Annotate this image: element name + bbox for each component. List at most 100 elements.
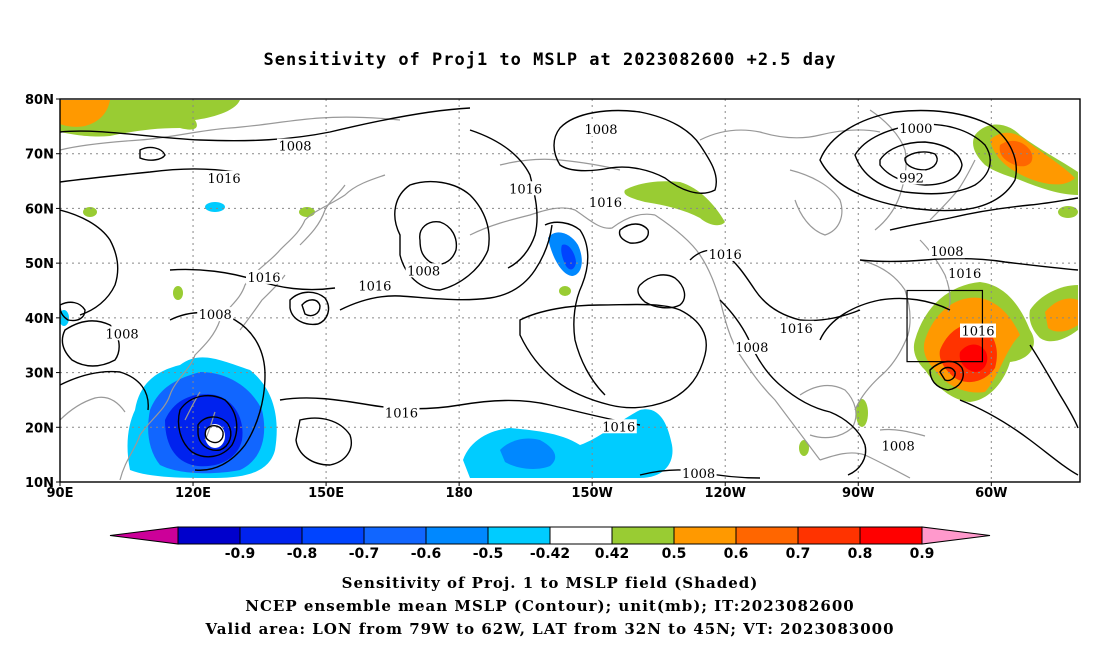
isobar-1016-central <box>469 129 538 269</box>
contour-label: 1008 <box>407 264 440 279</box>
coastline-siberia-north <box>60 116 401 151</box>
contour-label-bg <box>880 438 917 453</box>
lon-label: 150E <box>308 486 344 501</box>
contour-label-bg <box>197 307 234 322</box>
coastline-kamchatka <box>299 184 346 246</box>
contour-label: 1008 <box>106 327 139 342</box>
isobar-1008-greenland <box>889 197 1079 231</box>
isobar-1016-atlantic-south <box>959 399 1079 476</box>
contour-label-bg <box>778 320 815 335</box>
positive-shading-small-4 <box>559 286 571 296</box>
contour-label-bg <box>206 170 243 185</box>
colorbar-label: 0.8 <box>848 546 873 562</box>
mslp-contours <box>60 107 1079 479</box>
contour-label: 1016 <box>358 280 391 295</box>
isobar-1008-aleutian <box>419 221 458 266</box>
colorbar: -0.9 -0.8 -0.7 -0.6 -0.5 -0.42 0.42 0.5 0.6 0.7 0.… <box>109 526 991 562</box>
isobar-1008-gulf <box>829 411 867 476</box>
contour-label-bg <box>356 278 393 293</box>
isobar-1016-bermuda-inner <box>939 366 956 382</box>
isobar-1008-arctic <box>60 107 471 142</box>
contour-label: 1008 <box>584 123 617 138</box>
coastline-asia-east <box>119 174 386 481</box>
isobar-typhoon-ring-2 <box>204 425 224 444</box>
colorbar-segment <box>487 526 551 545</box>
isobar-1016-subtropical-south <box>279 397 641 426</box>
negative-shading-central-pacific-inner <box>500 438 556 469</box>
contour-label-bg <box>928 244 965 259</box>
isobar-1016-west-pacific-inner <box>301 299 321 317</box>
colorbar-segment <box>859 526 923 545</box>
contour-label: 1008 <box>682 467 715 482</box>
contour-label: 1008 <box>278 140 311 155</box>
positive-shading-small-3 <box>173 286 183 300</box>
coastline-labrador <box>919 239 951 313</box>
contour-label-bg <box>897 170 926 185</box>
colorbar-segment <box>363 526 427 545</box>
negative-shading-central-pacific <box>463 409 673 478</box>
footer-line-3: Valid area: LON from 79W to 62W, LAT fro… <box>205 620 895 638</box>
colorbar-label: -0.6 <box>411 546 442 562</box>
coastline-canada-arctic <box>699 129 881 141</box>
lat-label: 20N <box>25 421 54 436</box>
isobar-1016-subtropical-ring <box>519 303 707 409</box>
isobar-1016-aleutian <box>394 180 490 291</box>
lon-label: 150W <box>571 486 612 501</box>
coastline-north-america-east <box>854 259 911 411</box>
isobar-1016-atlantic-high <box>819 297 951 341</box>
typhoon-eye <box>205 424 225 448</box>
map-border <box>59 98 1081 483</box>
lon-label: 90W <box>842 486 874 501</box>
colorbar-label: -0.42 <box>530 546 570 562</box>
colorbar-label: -0.8 <box>287 546 318 562</box>
lat-label: 70N <box>25 148 54 163</box>
contour-label-bg <box>246 269 282 284</box>
contour-label: 1016 <box>602 420 635 435</box>
lat-label: 10N <box>25 476 54 491</box>
contour-label: 1008 <box>882 439 915 454</box>
coastlines <box>60 109 976 481</box>
coastline-alaska <box>469 207 656 236</box>
lat-label: 60N <box>25 202 54 217</box>
isobar-1016-pacific-north <box>339 224 553 311</box>
colorbar-segment <box>239 526 303 545</box>
colorbar-low-triangle <box>109 526 179 545</box>
contour-label-bg <box>733 339 770 354</box>
isobar-1016-mid-atlantic <box>1029 344 1079 429</box>
isobar-typhoon-ring-1 <box>197 416 232 451</box>
isobar-1016-high-small <box>637 274 686 309</box>
lat-label: 30N <box>25 367 54 382</box>
isobar-1008-siberia <box>139 146 166 161</box>
contour-label: 1016 <box>709 248 742 263</box>
coastline-alaska-north <box>499 158 621 171</box>
positive-shading-canada <box>624 181 725 226</box>
contour-label: 1016 <box>961 325 994 340</box>
colorbar-segment <box>425 526 489 545</box>
negative-shading-small-1 <box>205 202 225 212</box>
colorbar-segment <box>673 526 737 545</box>
colorbar-high-triangle <box>921 526 991 545</box>
colorbar-segment <box>177 526 241 545</box>
colorbar-label: -0.7 <box>349 546 380 562</box>
isobar-1008-icelandic-low-outer <box>819 109 1017 212</box>
colorbar-label: 0.42 <box>595 546 630 562</box>
contour-label-bg <box>583 122 620 137</box>
coastline-indochina <box>60 396 126 421</box>
contour-label: 1016 <box>208 172 241 187</box>
contour-label: 1016 <box>385 407 418 422</box>
coastline-north-america-west <box>654 214 821 461</box>
contour-label: 1016 <box>247 271 280 286</box>
lat-label: 80N <box>25 93 54 108</box>
positive-shading-small-7 <box>1058 206 1078 218</box>
contour-label-bg <box>897 121 934 136</box>
figure-title: Sensitivity of Proj1 to MSLP at 20230826… <box>263 50 837 70</box>
contour-label: 1000 <box>899 122 932 137</box>
isobar-1008-north-america <box>719 299 831 413</box>
contour-label: 1016 <box>780 322 813 337</box>
isobar-1016-arctic-west <box>60 168 236 183</box>
positive-shading-small-5 <box>856 399 868 427</box>
lon-label: 120W <box>704 486 745 501</box>
colorbar-label: 0.5 <box>662 546 687 562</box>
